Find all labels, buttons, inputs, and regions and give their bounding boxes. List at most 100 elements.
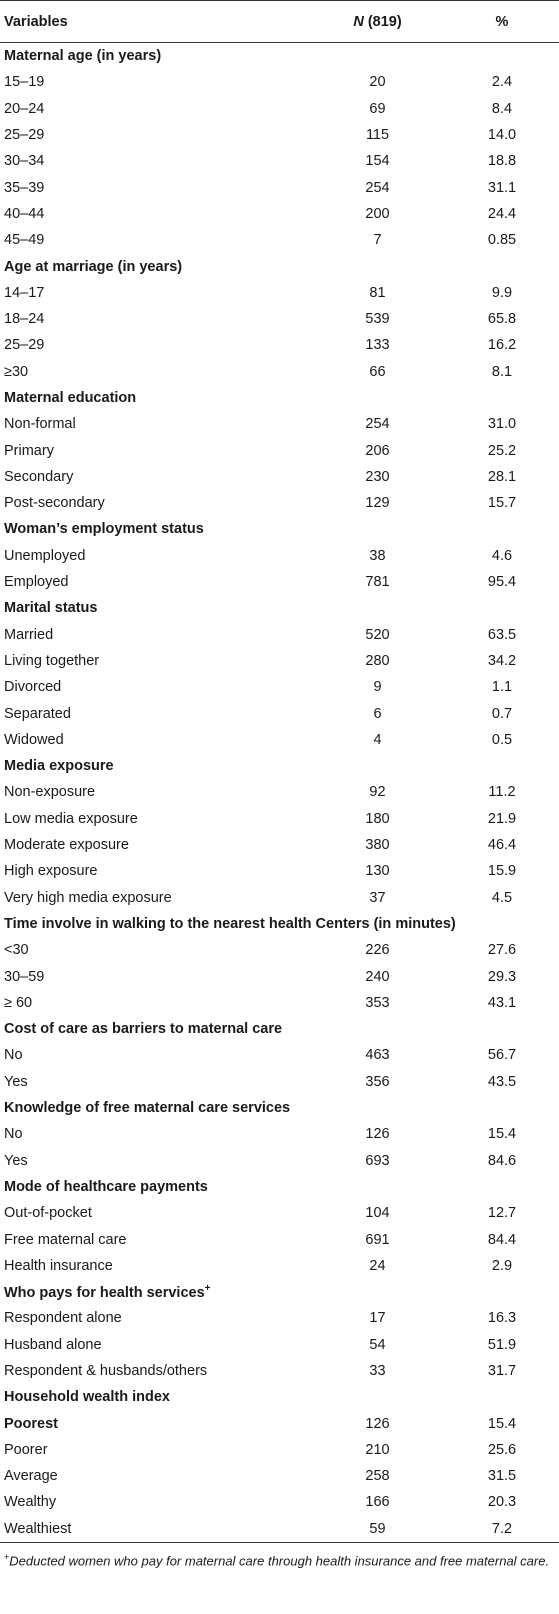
header-variables: Variables (0, 0, 310, 43)
row-label: No (4, 1047, 23, 1064)
table-header: Variables N (819) % (0, 0, 559, 43)
row-label: Out-of-pocket (4, 1205, 92, 1222)
section-label: Household wealth index (0, 1384, 559, 1410)
row-count: 356 (365, 1073, 390, 1090)
table-row: 20–24 69 8.4 (0, 96, 559, 122)
section-label: Mode of healthcare payments (0, 1174, 559, 1200)
table-row: Secondary 230 28.1 (0, 464, 559, 490)
table-row: Widowed 4 0.5 (0, 727, 559, 753)
row-percent: 43.5 (487, 1073, 517, 1090)
row-percent: 46.4 (487, 837, 517, 854)
row-count: 17 (369, 1310, 386, 1327)
row-count: 463 (365, 1047, 390, 1064)
footnote-ref-marker: + (204, 1283, 211, 1295)
row-count: 59 (310, 1515, 445, 1543)
row-percent: 28.1 (487, 468, 517, 485)
table-row: Married 520 63.5 (0, 622, 559, 648)
row-percent: 0.5 (491, 731, 513, 748)
row-label: Post-secondary (4, 495, 105, 512)
table-row: Moderate exposure 380 46.4 (0, 832, 559, 858)
row-percent: 2.4 (491, 74, 513, 91)
section-label: Maternal age (in years) (0, 43, 559, 70)
row-label: Secondary (4, 468, 74, 485)
row-label: High exposure (4, 863, 98, 880)
row-count: 280 (365, 652, 390, 669)
row-percent: 4.6 (491, 547, 513, 564)
row-percent: 4.5 (491, 889, 513, 906)
row-label: Poorer (4, 1441, 48, 1458)
section-row: Cost of care as barriers to maternal car… (0, 1016, 559, 1042)
table-row: 40–44 200 24.4 (0, 201, 559, 227)
row-count: 240 (365, 968, 390, 985)
row-count: 254 (365, 179, 390, 196)
footnote: +Deducted women who pay for maternal car… (0, 1543, 559, 1569)
row-count: 7 (373, 232, 382, 249)
row-label: Non-exposure (4, 784, 96, 801)
table-row: Respondent alone 17 16.3 (0, 1305, 559, 1331)
section-label-text: Media exposure (4, 758, 114, 775)
section-label-text: Cost of care as barriers to maternal car… (4, 1021, 283, 1038)
row-count: 200 (365, 205, 390, 222)
table-row: Yes 693 84.6 (0, 1147, 559, 1173)
table-row: Average 258 31.5 (0, 1463, 559, 1489)
section-label-text: Mode of healthcare payments (4, 1178, 208, 1195)
row-label: Non-formal (4, 416, 76, 433)
row-label: Poorest (4, 1415, 58, 1432)
row-percent: 24.4 (487, 205, 517, 222)
row-label: Separated (4, 705, 71, 722)
row-label: Yes (4, 1152, 28, 1169)
row-percent: 84.4 (487, 1231, 517, 1248)
section-label: Media exposure (0, 753, 559, 779)
row-label: 30–59 (4, 968, 45, 985)
row-percent: 12.7 (487, 1205, 517, 1222)
table-row: 14–17 81 9.9 (0, 280, 559, 306)
section-label-text: Maternal education (4, 390, 137, 406)
section-row: Maternal education (0, 385, 559, 411)
row-count: 24 (369, 1257, 386, 1274)
row-percent: 15.9 (487, 863, 517, 880)
section-label-text: Knowledge of free maternal care services (4, 1100, 291, 1117)
table-row: 15–19 20 2.4 (0, 69, 559, 95)
table-row: Very high media exposure 37 4.5 (0, 885, 559, 911)
row-label: Health insurance (4, 1257, 113, 1274)
row-label: Unemployed (4, 547, 86, 564)
section-label: Maternal education (0, 385, 559, 411)
row-label: <30 (4, 942, 29, 959)
table-row: Health insurance 24 2.9 (0, 1253, 559, 1279)
row-label: 40–44 (4, 205, 45, 222)
table-row: Poorest 126 15.4 (0, 1410, 559, 1436)
row-label: 20–24 (4, 100, 45, 117)
table-row: <30 226 27.6 (0, 937, 559, 963)
row-percent: 18.8 (487, 153, 517, 170)
row-label: Respondent alone (4, 1310, 122, 1327)
table-row: Low media exposure 180 21.9 (0, 806, 559, 832)
section-label-text: Who pays for health services (4, 1285, 205, 1302)
row-label: 45–49 (4, 232, 45, 249)
header-n-suffix: (819) (363, 13, 402, 30)
row-count: 254 (365, 416, 390, 433)
row-label: Respondent & husbands/others (4, 1362, 208, 1379)
table-row: Separated 6 0.7 (0, 700, 559, 726)
row-label: Yes (4, 1073, 28, 1090)
row-label: Very high media exposure (4, 889, 172, 906)
row-count: 154 (365, 153, 390, 170)
row-count: 104 (365, 1205, 390, 1222)
row-percent: 63.5 (487, 626, 517, 643)
section-row: Marital status (0, 595, 559, 621)
row-percent: 1.1 (491, 679, 513, 696)
row-percent: 14.0 (487, 127, 517, 144)
section-row: Age at marriage (in years) (0, 253, 559, 279)
row-count: 115 (365, 127, 390, 144)
table-row: No 463 56.7 (0, 1042, 559, 1068)
row-count: 38 (369, 547, 386, 564)
table-body: Maternal age (in years) 15–19 20 2.4 20–24 69… (0, 43, 559, 1543)
table-row: Non-formal 254 31.0 (0, 411, 559, 437)
row-count: 126 (365, 1126, 390, 1143)
row-label: ≥30 (4, 363, 29, 380)
row-count: 20 (369, 74, 386, 91)
section-label-text: Age at marriage (in years) (4, 258, 183, 275)
table-row: Primary 206 25.2 (0, 437, 559, 463)
table-row: Out-of-pocket 104 12.7 (0, 1200, 559, 1226)
row-label: Low media exposure (4, 810, 138, 827)
table-row: Wealthy 166 20.3 (0, 1489, 559, 1515)
